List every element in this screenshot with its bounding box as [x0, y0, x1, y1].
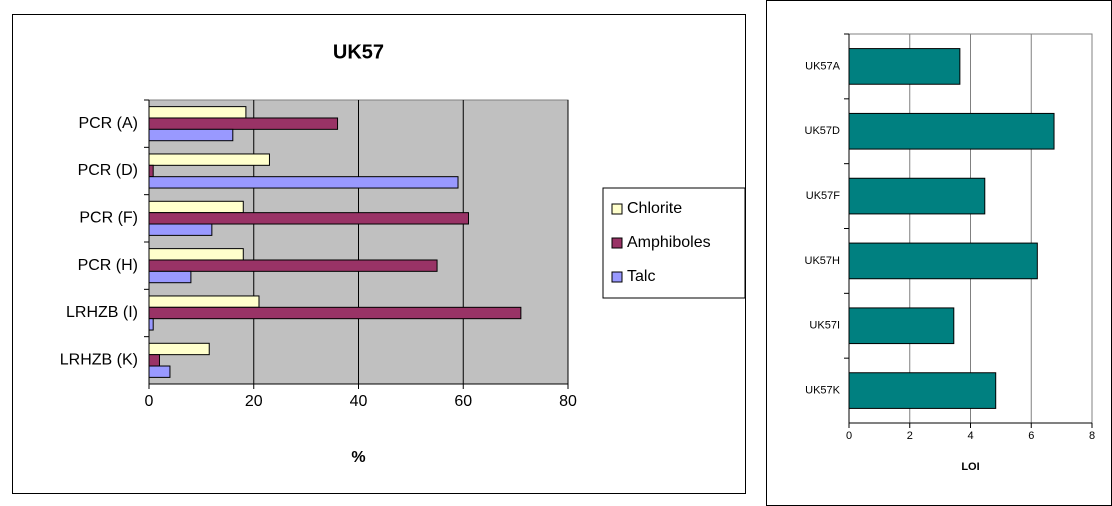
x-tick-label: 6	[1028, 430, 1034, 442]
bar	[148, 365, 171, 378]
x-tick-label: 80	[559, 393, 577, 410]
legend-label: Amphiboles	[627, 234, 711, 251]
legend-box	[602, 187, 746, 299]
bar	[148, 223, 213, 236]
bar	[148, 176, 459, 189]
x-tick-label: 60	[454, 393, 472, 410]
bar	[148, 128, 234, 142]
bar	[148, 164, 154, 178]
bar	[148, 117, 339, 130]
bar	[148, 200, 244, 214]
y-tick-label: UK57A	[805, 60, 841, 72]
bar	[148, 306, 522, 320]
bar	[148, 342, 210, 356]
x-tick-label: 0	[846, 430, 852, 442]
legend-swatch	[611, 237, 623, 249]
bar	[148, 153, 270, 166]
bar	[848, 177, 986, 215]
legend-swatch	[611, 203, 623, 215]
x-tick-label: 8	[1089, 430, 1095, 442]
x-tick-label: 0	[145, 393, 154, 410]
x-tick-label: 4	[967, 430, 973, 442]
x-axis-title: %	[351, 449, 365, 466]
bar	[848, 307, 955, 345]
bar	[848, 372, 997, 409]
y-tick-label: UK57I	[809, 320, 840, 332]
y-tick-label: LRHZB (K)	[60, 352, 138, 369]
chart-title: UK57	[333, 41, 384, 63]
bar	[848, 112, 1055, 150]
bar	[148, 354, 160, 367]
y-tick-label: UK57F	[806, 190, 841, 202]
bar	[148, 106, 247, 119]
x-tick-label: 2	[907, 430, 913, 442]
bar	[148, 270, 192, 284]
y-tick-label: PCR (H)	[78, 257, 138, 274]
bar	[848, 242, 1038, 280]
x-axis-title: LOI	[961, 461, 979, 473]
bar	[148, 318, 154, 331]
y-tick-label: LRHZB (I)	[66, 304, 138, 321]
y-tick-label: UK57H	[805, 255, 841, 267]
legend-label: Chlorite	[627, 200, 682, 217]
bar	[148, 295, 260, 308]
x-tick-label: 20	[245, 393, 263, 410]
x-tick-label: 40	[350, 393, 368, 410]
bar	[848, 48, 961, 85]
legend-label: Talc	[627, 268, 655, 285]
y-tick-label: PCR (A)	[78, 115, 138, 132]
y-tick-label: UK57K	[805, 384, 841, 396]
bar	[148, 248, 244, 261]
y-tick-label: PCR (F)	[79, 210, 138, 227]
y-tick-label: PCR (D)	[78, 162, 138, 179]
bar	[148, 259, 438, 272]
y-tick-label: UK57D	[805, 125, 841, 137]
legend-swatch	[611, 271, 623, 283]
bar	[148, 212, 469, 225]
